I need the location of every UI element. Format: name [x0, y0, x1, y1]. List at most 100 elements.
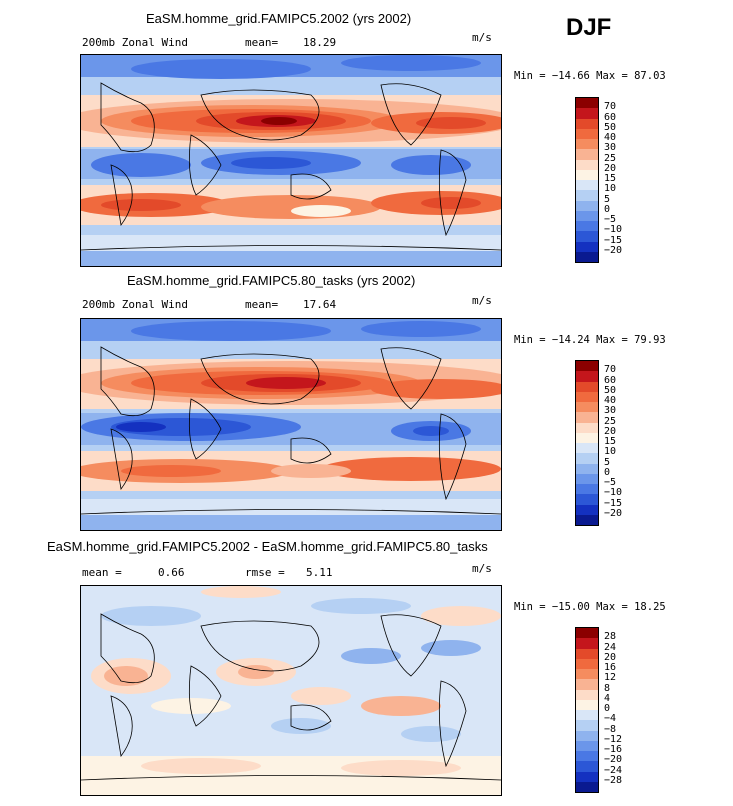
colorbar-swatch — [576, 371, 598, 382]
colorbar-tick-label: 28 — [604, 631, 617, 643]
colorbar-swatch — [576, 422, 598, 433]
colorbar-swatch — [576, 494, 598, 505]
colorbar-swatch — [576, 149, 598, 160]
colorbar-tick-label: −28 — [604, 774, 623, 786]
colorbar-tick-label: 15 — [604, 436, 617, 447]
panel-1-colorbar — [575, 97, 599, 263]
panel-1-colorbar-labels: 70 60 50 40 30 25 20 15 10 5 0 −5 −10 −15 −20 — [604, 97, 644, 261]
panel-1-field-label: 200mb Zonal Wind — [82, 36, 188, 49]
colorbar-swatch — [576, 231, 598, 242]
colorbar-swatch — [576, 761, 598, 772]
colorbar-tick-label: 20 — [604, 162, 617, 174]
colorbar-swatch — [576, 381, 598, 392]
colorbar-tick-label: 60 — [604, 111, 617, 123]
colorbar-tick-label: 40 — [604, 132, 617, 143]
colorbar-tick-label: 20 — [604, 651, 617, 663]
colorbar-tick-label: −5 — [604, 214, 617, 225]
colorbar-swatch — [576, 402, 598, 413]
colorbar-tick-label: 10 — [604, 183, 617, 195]
colorbar-tick-label: 20 — [604, 425, 617, 437]
colorbar-tick-label: 10 — [604, 446, 617, 458]
colorbar-tick-label: −20 — [604, 754, 623, 766]
colorbar-tick-label: −8 — [604, 723, 617, 735]
panel-1-min-max: Min = −14.66 Max = 87.03 — [514, 70, 666, 82]
colorbar-swatch — [576, 200, 598, 211]
panel-2-field-label: 200mb Zonal Wind — [82, 298, 188, 311]
colorbar-tick-label: 30 — [604, 405, 617, 417]
colorbar-tick-label: 0 — [604, 703, 611, 714]
colorbar-tick-label: −10 — [604, 487, 623, 499]
colorbar-tick-label: 70 — [604, 101, 617, 113]
panel-3-mean-label: mean = — [82, 566, 122, 579]
colorbar-tick-label: 50 — [604, 384, 617, 396]
colorbar-swatch — [576, 638, 598, 649]
colorbar-tick-label: 25 — [604, 152, 617, 164]
colorbar-swatch — [576, 740, 598, 751]
panel-1-units: m/s — [472, 31, 492, 44]
colorbar-tick-label: 15 — [604, 173, 617, 184]
colorbar-swatch — [576, 658, 598, 669]
colorbar-swatch — [576, 751, 598, 762]
panel-3-units: m/s — [472, 562, 492, 575]
panel-1-title: EaSM.homme_grid.FAMIPC5.2002 (yrs 2002) — [146, 11, 412, 26]
panel-3-rmse-label: rmse = — [245, 566, 285, 579]
panel-2-title: EaSM.homme_grid.FAMIPC5.80_tasks (yrs 20… — [127, 273, 416, 288]
colorbar-swatch — [576, 108, 598, 119]
colorbar-swatch — [576, 628, 598, 639]
panel-2-min-max: Min = −14.24 Max = 79.93 — [514, 334, 666, 346]
colorbar-swatch — [576, 391, 598, 402]
colorbar-swatch — [576, 221, 598, 232]
panel-3-colorbar-labels: 28 24 20 16 12 8 4 0 −4 −8 −12 −16 −20 −24 −28 — [604, 627, 644, 791]
panel-1-map — [80, 54, 502, 267]
colorbar-swatch — [576, 699, 598, 710]
colorbar-swatch — [576, 669, 598, 680]
colorbar-tick-label: −5 — [604, 477, 617, 488]
panel-1-mean-value: 18.29 — [303, 36, 337, 49]
colorbar-swatch — [576, 463, 598, 474]
colorbar-tick-label: −24 — [604, 764, 623, 776]
colorbar-swatch — [576, 771, 598, 782]
colorbar-tick-label: 12 — [604, 672, 617, 684]
colorbar-swatch — [576, 473, 598, 484]
colorbar-tick-label: −16 — [604, 744, 623, 755]
colorbar-swatch — [576, 190, 598, 201]
season-label: DJF — [566, 14, 612, 41]
colorbar-swatch — [576, 412, 598, 423]
colorbar-swatch — [576, 432, 598, 443]
panel-2-mean-label: mean= — [245, 298, 279, 311]
colorbar-tick-label: −15 — [604, 234, 623, 246]
colorbar-swatch — [576, 241, 598, 252]
panel-3-rmse-value: 5.11 — [306, 566, 333, 579]
colorbar-tick-label: 16 — [604, 662, 617, 673]
colorbar-swatch — [576, 453, 598, 464]
panel-2-colorbar-labels: 70 60 50 40 30 25 20 15 10 5 0 −5 −10 −15 −20 — [604, 360, 644, 524]
colorbar-swatch — [576, 781, 598, 792]
colorbar-swatch — [576, 648, 598, 659]
panel-2-units: m/s — [472, 294, 492, 307]
colorbar-swatch — [576, 484, 598, 495]
colorbar-swatch — [576, 730, 598, 741]
panel-2-map — [80, 318, 502, 531]
colorbar-swatch — [576, 689, 598, 700]
colorbar-swatch — [576, 98, 598, 109]
colorbar-tick-label: 25 — [604, 415, 617, 427]
panel-3-colorbar-swatches — [576, 628, 598, 792]
colorbar-swatch — [576, 139, 598, 150]
panel-3-title: EaSM.homme_grid.FAMIPC5.2002 - EaSM.homm… — [47, 539, 488, 554]
panel-2-colorbar — [575, 360, 599, 526]
colorbar-tick-label: 40 — [604, 395, 617, 406]
panel-3-colorbar — [575, 627, 599, 793]
panel-2-colorbar-swatches — [576, 361, 598, 525]
panel-3-mean-value: 0.66 — [158, 566, 185, 579]
colorbar-tick-label: 70 — [604, 364, 617, 376]
colorbar-swatch — [576, 443, 598, 454]
colorbar-tick-label: 50 — [604, 121, 617, 133]
colorbar-swatch — [576, 210, 598, 221]
colorbar-tick-label: 30 — [604, 142, 617, 154]
colorbar-swatch — [576, 514, 598, 525]
colorbar-tick-label: −4 — [604, 713, 617, 725]
panel-1-mean-label: mean= — [245, 36, 279, 49]
colorbar-swatch — [576, 180, 598, 191]
colorbar-tick-label: 4 — [604, 692, 611, 704]
panel-3-min-max: Min = −15.00 Max = 18.25 — [514, 601, 666, 613]
